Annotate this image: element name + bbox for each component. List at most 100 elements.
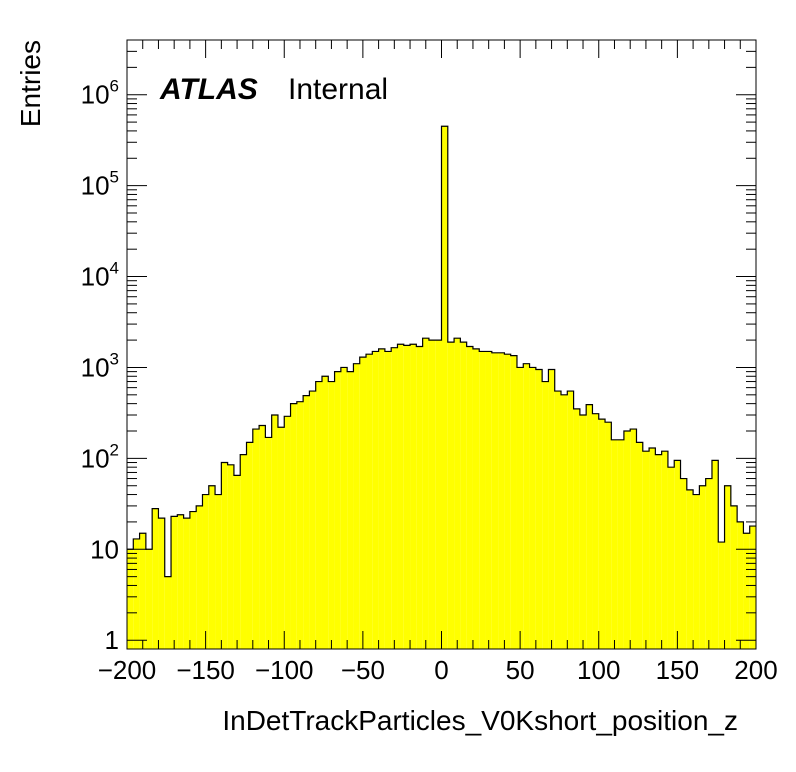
histogram-bar [516,367,524,649]
histogram-bar [674,460,681,649]
x-tick-labels: −200 −150 −100 −50 0 50 100 150 200 [98,655,778,685]
histogram-bar [479,351,486,649]
histogram-bar [567,391,574,649]
histogram-bar [447,342,455,649]
histogram-bar [623,431,631,649]
histogram-bar [221,462,228,649]
histogram-bar [472,348,480,649]
histogram-bar [579,415,587,649]
histogram-bar [466,346,473,649]
histogram-bar [145,549,153,649]
histogram-bar [441,126,448,649]
histogram-bar [227,464,234,649]
y-tick-label: 104 [81,259,119,292]
atlas-label: ATLAS [159,73,258,106]
x-tick-label: 50 [506,655,535,685]
y-tick-label: 102 [81,440,119,473]
histogram-bar [372,351,379,649]
histogram-bar [548,369,555,649]
histogram-bar [561,394,568,649]
histogram-bar [416,346,423,649]
histogram-bar [485,351,492,649]
histogram-bar [693,494,700,649]
histogram-bar [680,478,687,649]
histogram-outline [127,125,756,578]
x-axis-ticks [126,40,757,649]
histogram-bar [749,526,756,649]
histogram-bar [605,422,612,649]
histogram-bar [592,413,599,649]
histogram-bar [133,538,140,649]
y-axis-title: Entries [15,40,46,127]
histogram-bar [284,416,291,649]
histogram-bar [586,404,593,649]
histogram-bar [510,355,517,649]
histogram-bar [554,391,562,649]
histogram-bar [523,363,530,649]
histogram-bars [127,125,756,649]
histogram-bar [504,354,511,649]
x-axis-title: InDetTrackParticles_V0Kshort_position_z [222,705,738,736]
y-tick-label: 10 [90,534,119,564]
internal-label: Internal [288,73,388,106]
histogram-bar [259,425,266,649]
histogram-bar [164,576,172,649]
histogram-bar [460,342,467,649]
x-tick-label: 100 [577,655,620,685]
histogram-bar [309,391,316,649]
x-tick-label: 150 [656,655,699,685]
histogram-bar [705,478,712,649]
x-tick-label: −200 [98,655,157,685]
histogram-bar [636,442,643,649]
histogram-bar [491,352,499,649]
histogram-bar [391,347,398,649]
histogram-bar [711,460,719,649]
histogram-bar [535,369,543,649]
histogram-bar [611,439,618,649]
histogram-bar [152,508,159,649]
histogram-bar [328,381,335,649]
histogram-bar [573,408,580,649]
histogram-bar [171,516,178,649]
histogram-bar [303,395,310,649]
histogram-bar [277,427,285,649]
x-tick-label: −100 [255,655,314,685]
histogram-bar [196,505,203,649]
histogram-bar [158,518,165,649]
histogram-bar [215,494,222,649]
histogram-bar [296,401,304,649]
histogram-bar [661,451,668,649]
histogram-bar [265,437,272,649]
y-tick-label: 105 [81,168,119,201]
histogram-bar [315,381,322,649]
histogram-bar [384,351,392,649]
histogram-bar [189,511,197,649]
histogram-bar [724,485,731,649]
histogram-bar [321,376,329,649]
histogram-bar [353,363,360,649]
histogram-bar [403,345,411,649]
histogram-bar [498,352,505,649]
histogram-bar [730,505,738,649]
histogram-bar [127,549,134,649]
histogram-bar [366,354,373,649]
histogram-bar [529,367,536,649]
y-tick-label: 103 [81,349,119,382]
histogram-bar [667,467,675,649]
x-tick-label: 0 [434,655,448,685]
histogram-bar [617,439,624,649]
histogram-bar [271,415,278,649]
y-tick-label: 1 [105,625,119,655]
histogram-bar [290,403,297,649]
histogram-bar [183,518,190,649]
histogram-bar [340,367,348,649]
histogram-bar [177,514,184,649]
x-tick-label: −150 [176,655,235,685]
histogram-bar [686,489,694,649]
histogram-bar [454,338,461,649]
histogram-bar [202,494,209,649]
y-axis-ticks [127,39,756,641]
x-tick-label: −50 [341,655,385,685]
histogram-bar [649,448,656,649]
